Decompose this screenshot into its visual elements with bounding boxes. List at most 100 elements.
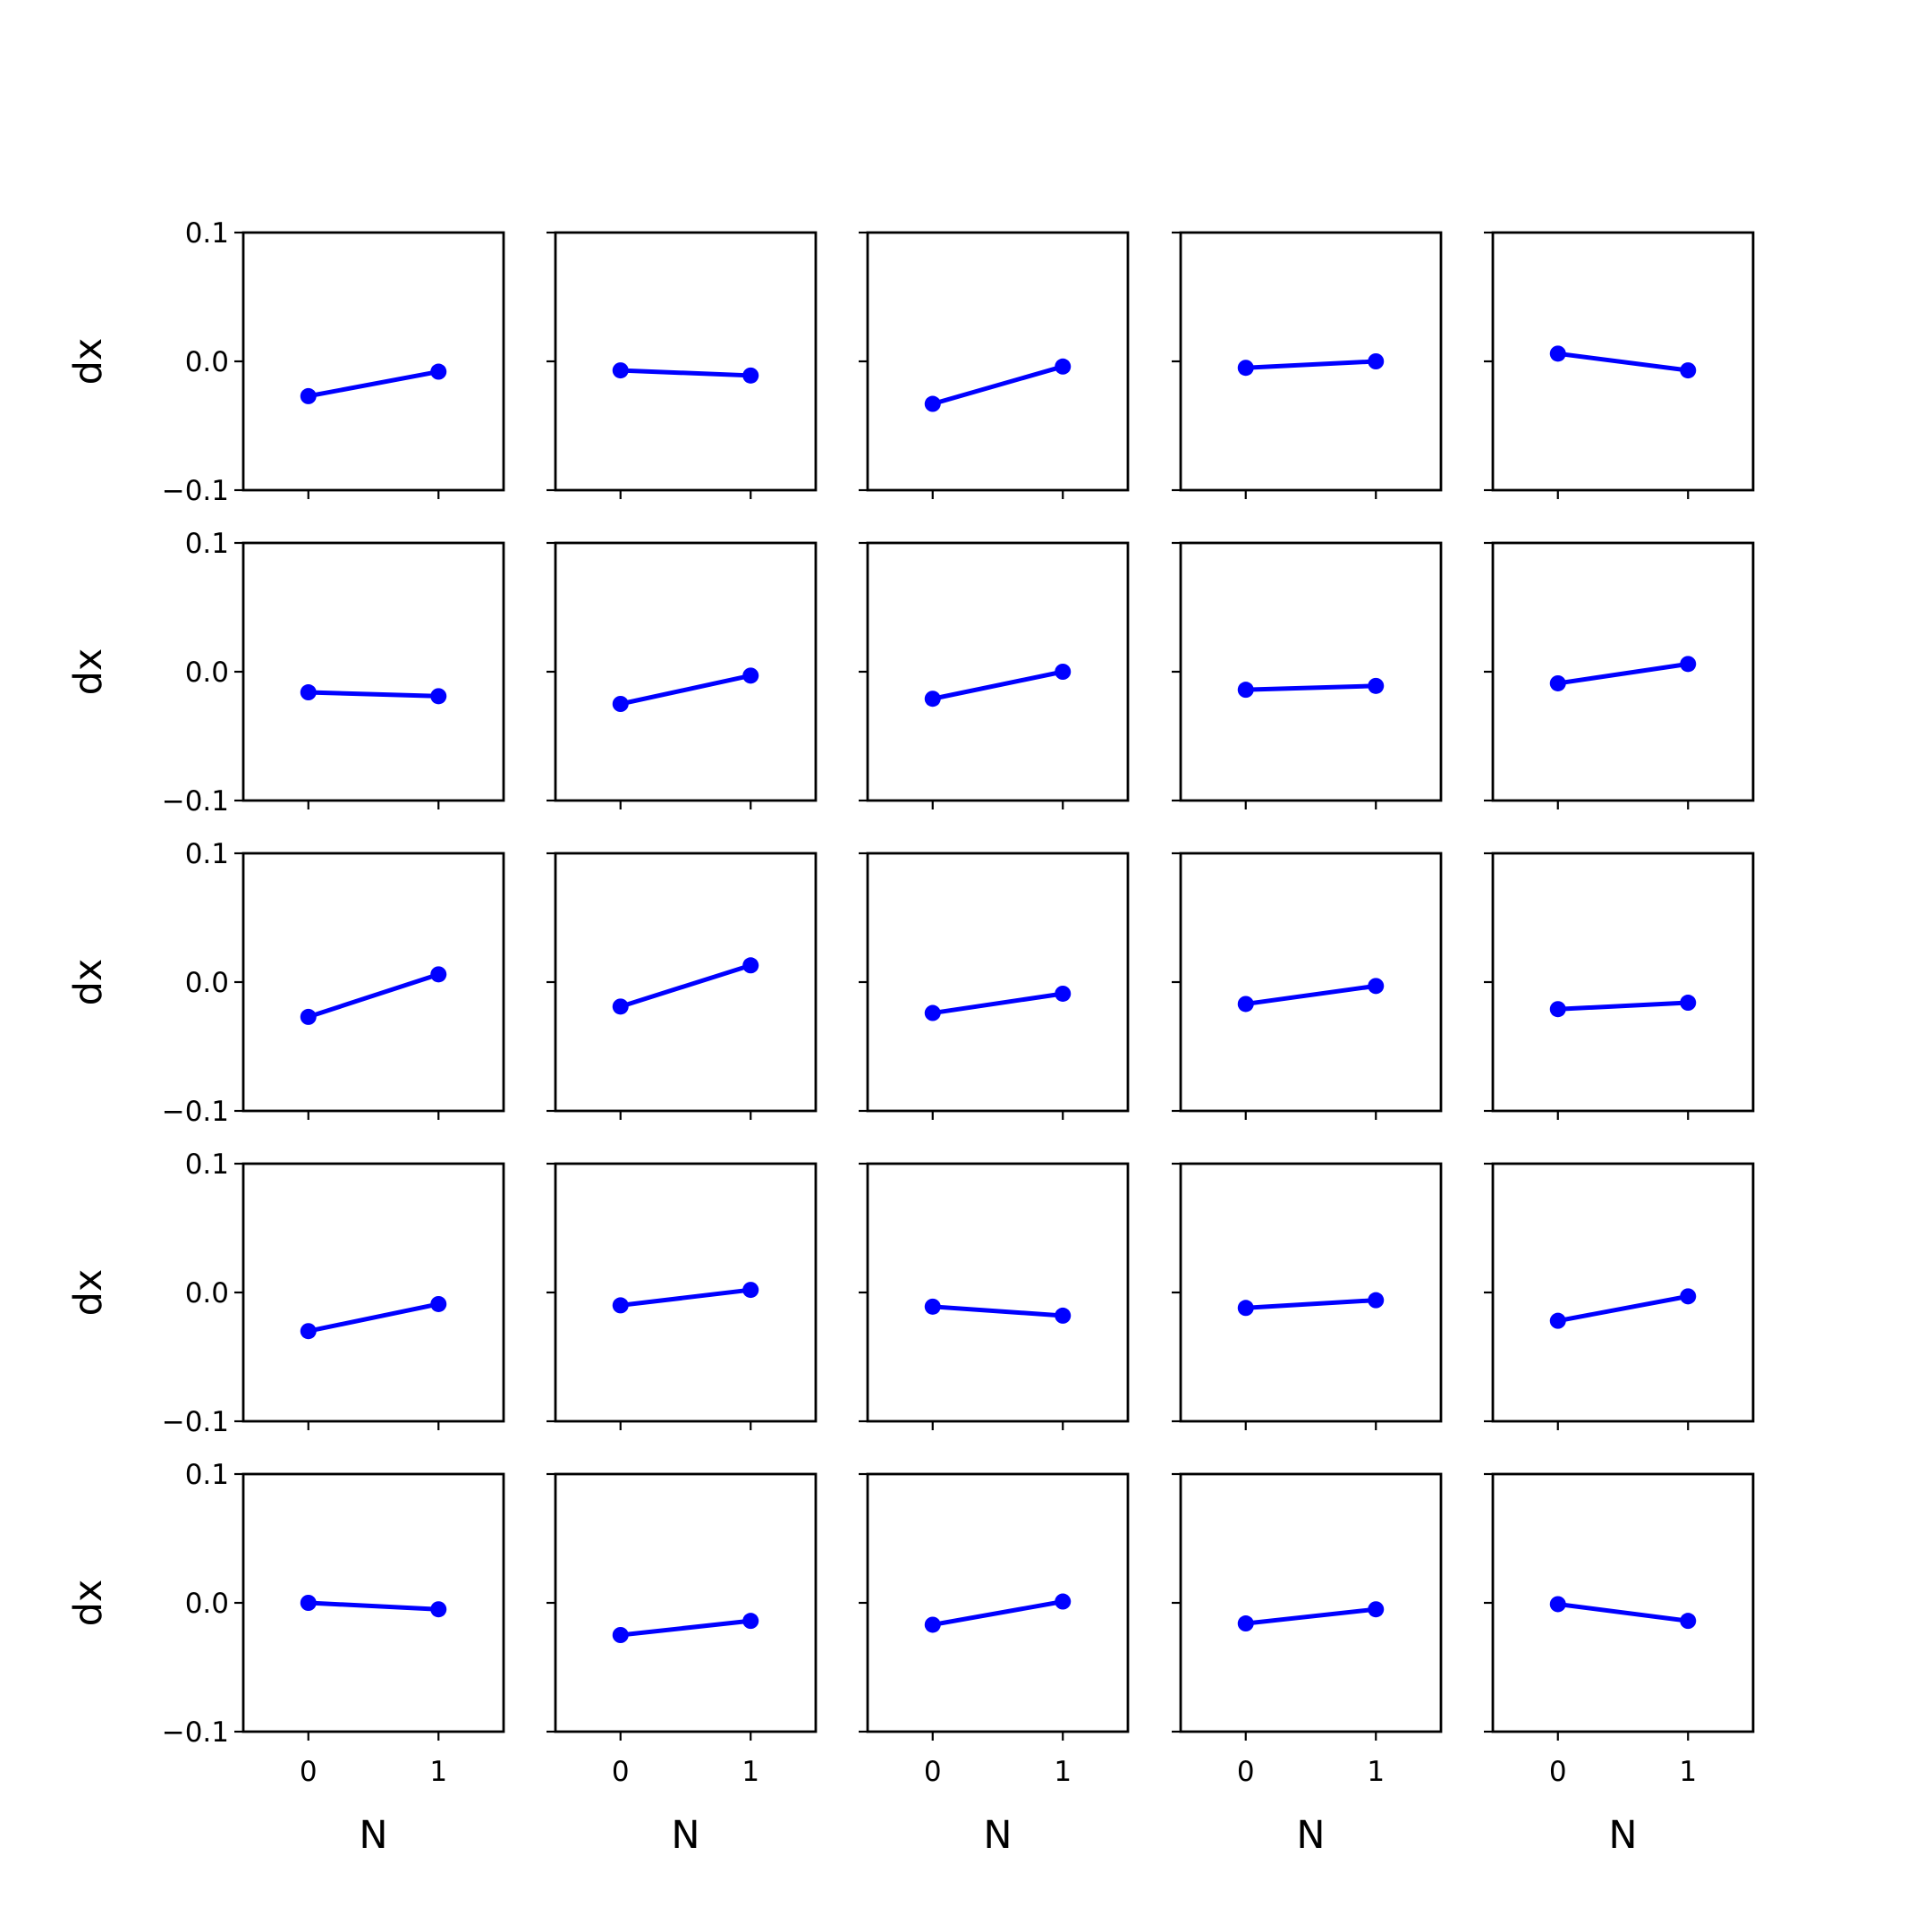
series-line bbox=[617, 962, 754, 1010]
y-tick-label: 0.0 bbox=[185, 346, 229, 378]
data-point bbox=[1680, 1613, 1697, 1630]
data-point bbox=[612, 998, 629, 1015]
subplot-r2-c1: 0.1 0.0 −0.1 dx bbox=[66, 528, 505, 818]
x-tick-label: 1 bbox=[1679, 1756, 1697, 1788]
data-point bbox=[1055, 985, 1072, 1002]
subplot-r3-c5 bbox=[1484, 852, 1755, 1120]
data-point bbox=[612, 1297, 629, 1314]
y-tick-label: 0.1 bbox=[185, 1148, 229, 1181]
subplot-r1-c1: 0.1 0.0 −0.1 dx bbox=[66, 217, 505, 507]
x-tick-label: 0 bbox=[300, 1756, 318, 1788]
axes-frame bbox=[866, 852, 1130, 1113]
data-point bbox=[1549, 1001, 1566, 1018]
axes-frame bbox=[242, 852, 505, 1113]
data-point bbox=[300, 1008, 317, 1025]
y-tick-label: 0.1 bbox=[185, 838, 229, 870]
axes-frame bbox=[1179, 852, 1443, 1113]
series-line bbox=[929, 669, 1066, 702]
data-point bbox=[1368, 1601, 1385, 1618]
data-point bbox=[924, 1616, 941, 1633]
axes-frame bbox=[866, 231, 1130, 492]
data-point bbox=[612, 1627, 629, 1643]
series-line bbox=[1555, 661, 1691, 686]
y-tick-label: 0.1 bbox=[185, 217, 229, 250]
data-point bbox=[1237, 360, 1254, 377]
data-point bbox=[1680, 656, 1697, 673]
x-axis-label: N bbox=[1296, 1813, 1325, 1858]
subplot-r1-c4 bbox=[1172, 231, 1443, 499]
axes-frame bbox=[242, 541, 505, 802]
series-line bbox=[1243, 683, 1378, 692]
axes-frame bbox=[242, 1472, 505, 1733]
data-point bbox=[742, 367, 759, 384]
axes-frame bbox=[866, 541, 1130, 802]
x-tick-label: 1 bbox=[1054, 1756, 1072, 1788]
subplot-r5-c3: 0 1 N bbox=[859, 1472, 1130, 1858]
series-line bbox=[1555, 1293, 1691, 1324]
subplot-r2-c2 bbox=[547, 541, 818, 809]
subplot-r2-c3 bbox=[859, 541, 1130, 809]
series-line bbox=[1243, 1297, 1378, 1310]
data-point bbox=[1549, 1312, 1566, 1329]
x-tick-label: 1 bbox=[429, 1756, 447, 1788]
y-tick-label: 0.0 bbox=[185, 1277, 229, 1309]
axes-frame bbox=[1179, 1162, 1443, 1423]
axes-frame bbox=[1179, 1472, 1443, 1733]
series-line bbox=[305, 971, 442, 1021]
axes-frame bbox=[1491, 1472, 1755, 1733]
y-tick-label: −0.1 bbox=[162, 785, 229, 818]
subplot-r4-c4 bbox=[1172, 1162, 1443, 1430]
subplot-r3-c2 bbox=[547, 852, 818, 1120]
data-point bbox=[612, 696, 629, 712]
y-axis-label: dx bbox=[66, 959, 111, 1006]
series-line bbox=[306, 1600, 441, 1612]
y-axis-label: dx bbox=[66, 648, 111, 696]
series-line bbox=[929, 363, 1066, 407]
data-point bbox=[1368, 677, 1385, 694]
x-axis-label: N bbox=[1608, 1813, 1637, 1858]
subplot-r3-c4 bbox=[1172, 852, 1443, 1120]
data-point bbox=[924, 395, 941, 412]
series-line bbox=[617, 1618, 754, 1638]
y-axis-label: dx bbox=[66, 1269, 111, 1317]
data-point bbox=[1680, 362, 1697, 379]
x-tick-label: 0 bbox=[612, 1756, 630, 1788]
data-point bbox=[1680, 995, 1697, 1012]
y-tick-label: 0.0 bbox=[185, 657, 229, 689]
axes-frame bbox=[1179, 541, 1443, 802]
data-point bbox=[742, 1282, 759, 1299]
y-tick-label: 0.1 bbox=[185, 528, 229, 560]
subplot-r1-c2 bbox=[547, 231, 818, 499]
axes-frame bbox=[554, 541, 818, 802]
axes-frame bbox=[242, 231, 505, 492]
subplot-r3-c1: 0.1 0.0 −0.1 dx bbox=[66, 838, 505, 1128]
series-line bbox=[1242, 983, 1379, 1007]
x-tick-label: 1 bbox=[1367, 1756, 1385, 1788]
data-point bbox=[1680, 1288, 1697, 1305]
y-tick-label: −0.1 bbox=[162, 1406, 229, 1438]
series-line bbox=[617, 673, 754, 707]
subplot-r1-c3 bbox=[859, 231, 1130, 499]
data-point bbox=[1368, 353, 1385, 369]
data-point bbox=[1368, 978, 1385, 995]
data-point bbox=[1055, 358, 1072, 375]
axes-frame bbox=[554, 1472, 818, 1733]
data-point bbox=[1055, 1593, 1072, 1610]
series-line bbox=[617, 1287, 754, 1309]
y-axis-label: dx bbox=[66, 338, 111, 386]
series-line bbox=[1555, 1000, 1690, 1012]
subplot-r4-c3 bbox=[859, 1162, 1130, 1430]
subplot-r4-c5 bbox=[1484, 1162, 1755, 1430]
data-point bbox=[430, 966, 447, 983]
data-point bbox=[742, 957, 759, 974]
data-point bbox=[430, 1295, 447, 1312]
y-tick-label: −0.1 bbox=[162, 475, 229, 507]
data-point bbox=[742, 1613, 759, 1630]
data-point bbox=[300, 1323, 317, 1340]
data-point bbox=[300, 684, 317, 701]
data-point bbox=[924, 1004, 941, 1021]
y-tick-label: 0.0 bbox=[185, 1588, 229, 1620]
series-line bbox=[1555, 1601, 1691, 1623]
axes-frame bbox=[866, 1162, 1130, 1423]
data-point bbox=[1237, 1300, 1254, 1317]
